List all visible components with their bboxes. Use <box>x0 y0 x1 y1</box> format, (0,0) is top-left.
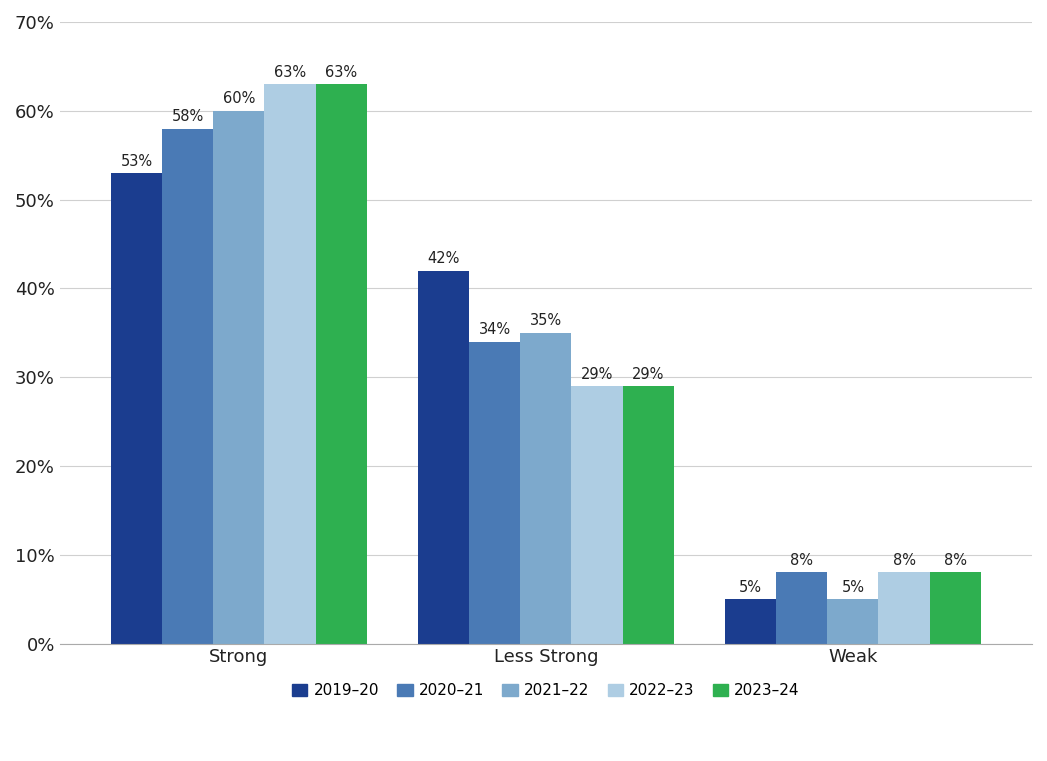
Bar <box>520 333 572 644</box>
Text: 8%: 8% <box>943 553 966 568</box>
Text: 8%: 8% <box>893 553 915 568</box>
Text: 58%: 58% <box>172 109 204 124</box>
Bar <box>776 572 827 644</box>
Bar <box>469 342 520 644</box>
Bar <box>265 84 315 644</box>
Text: 60%: 60% <box>223 91 255 107</box>
Text: 63%: 63% <box>326 65 357 80</box>
Text: 5%: 5% <box>739 580 762 594</box>
Bar <box>214 111 265 644</box>
Bar <box>725 599 776 644</box>
Text: 42%: 42% <box>427 251 460 266</box>
Text: 29%: 29% <box>632 367 665 381</box>
Text: 34%: 34% <box>478 322 511 337</box>
Text: 63%: 63% <box>274 65 306 80</box>
Bar <box>930 572 981 644</box>
Bar <box>162 129 214 644</box>
Legend: 2019–20, 2020–21, 2021–22, 2022–23, 2023–24: 2019–20, 2020–21, 2021–22, 2022–23, 2023… <box>286 677 806 704</box>
Bar <box>623 386 674 644</box>
Bar <box>315 84 366 644</box>
Text: 53%: 53% <box>120 154 153 168</box>
Bar <box>572 386 623 644</box>
Bar <box>111 173 162 644</box>
Text: 29%: 29% <box>581 367 614 381</box>
Bar <box>827 599 878 644</box>
Text: 8%: 8% <box>790 553 814 568</box>
Text: 35%: 35% <box>530 314 562 328</box>
Text: 5%: 5% <box>842 580 865 594</box>
Bar <box>418 271 469 644</box>
Bar <box>878 572 930 644</box>
